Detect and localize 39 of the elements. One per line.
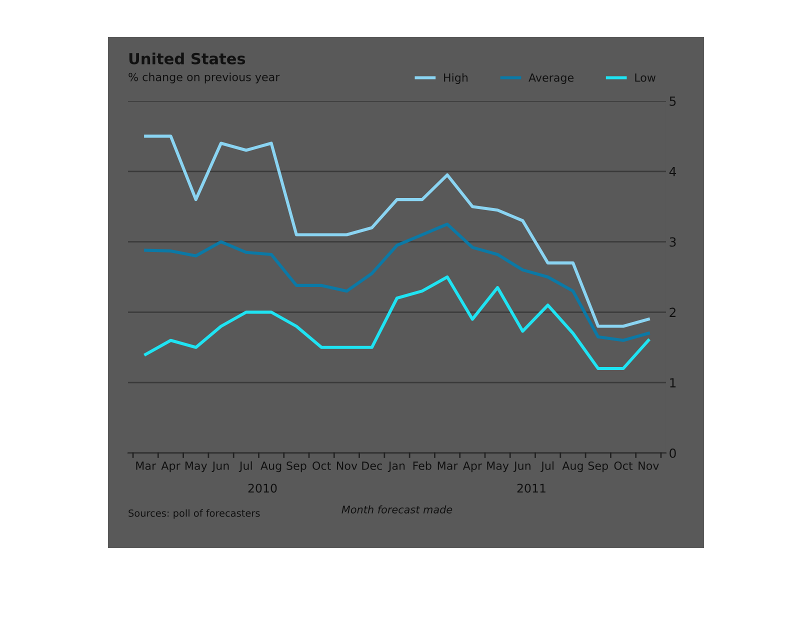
text: 2011	[517, 484, 546, 493]
x-tick-label: Mar	[136, 462, 156, 470]
x-tick-label: Jan	[388, 462, 405, 472]
x-tick-label: Nov	[638, 462, 659, 470]
x-tick-label: Sep	[286, 462, 306, 472]
x-tick-label: May	[487, 462, 509, 472]
legend-label: High	[444, 73, 468, 84]
x-tick-label: May	[185, 462, 208, 472]
legend-label: Low	[635, 74, 656, 82]
legend-label: Average	[528, 74, 574, 84]
line-series	[144, 222, 650, 342]
x-tick-label: Jul	[238, 461, 252, 472]
x-tick-label: Jun	[212, 462, 229, 472]
chart-subtitle: % change on previous year	[128, 72, 280, 84]
x-tick-label: Sep	[588, 462, 608, 472]
x-tick-label: Apr	[161, 462, 180, 472]
y-tick-label: 4	[669, 167, 676, 176]
y-tick-label: 5	[670, 96, 676, 106]
y-tick-label: 1	[670, 378, 676, 388]
line-series	[144, 275, 650, 370]
x-tick-label: Oct	[312, 462, 331, 470]
line-series	[144, 134, 650, 328]
x-tick-label: Oct	[614, 462, 633, 470]
x-tick-label: Aug	[562, 462, 583, 472]
chart-title: United States	[129, 52, 246, 64]
x-tick-label: Jul	[540, 461, 554, 472]
text: 2010	[248, 484, 277, 493]
y-tick-label: 0	[670, 448, 676, 458]
x-tick-label: Feb	[413, 461, 432, 470]
x-tick-label: Apr	[462, 462, 482, 472]
y-tick-label: 2	[670, 308, 676, 317]
x-tick-label: Aug	[260, 462, 282, 472]
x-tick-label: Jun	[513, 462, 530, 472]
source-note: Sources: poll of forecasters	[128, 509, 260, 519]
x-tick-label: Nov	[336, 462, 358, 470]
x-tick-label: Mar	[438, 462, 458, 470]
y-tick-label: 3	[670, 237, 676, 247]
x-axis-title: Month forecast made	[342, 505, 452, 514]
x-tick-label: Dec	[362, 462, 382, 470]
